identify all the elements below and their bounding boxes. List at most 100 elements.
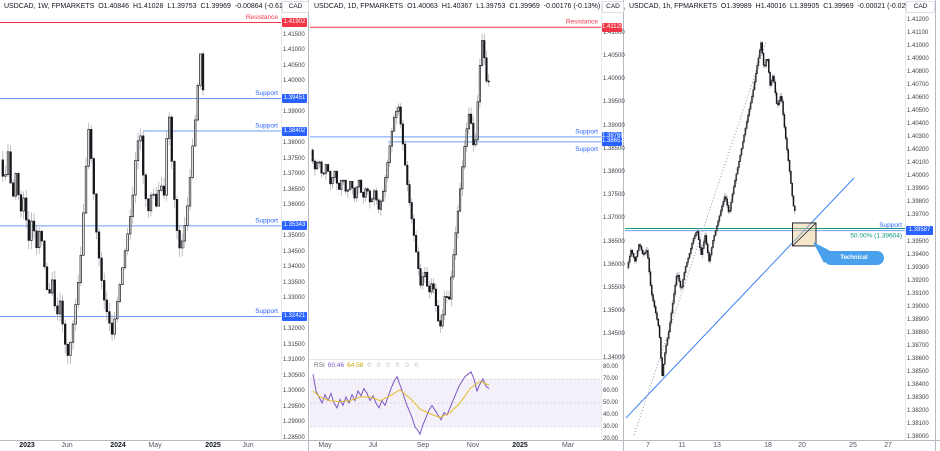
panel-separator	[935, 0, 936, 451]
price-level-badge[interactable]: 1.41902	[282, 18, 307, 28]
rsi-pane-separator[interactable]	[310, 359, 623, 360]
high-value: H1.40367	[441, 3, 473, 10]
price-level-badge[interactable]: 1.38766	[602, 132, 624, 142]
rsi-hidden-values: 0 0 0 0 0 0	[367, 362, 421, 369]
rsi-ma-value: 64.58	[347, 362, 364, 369]
axis-currency-label: CAD	[906, 1, 935, 13]
axis-currency-label: CAD	[282, 1, 309, 13]
axis-tick: 1.40000	[283, 78, 305, 84]
support-label: Support	[575, 128, 598, 135]
support-label: Support	[575, 146, 598, 153]
rsi-axis-tick: 80.00	[603, 363, 619, 370]
time-axis-label: 25	[849, 442, 857, 449]
axis-tick: 1.34000	[283, 264, 305, 270]
open-value: O1.40846	[98, 3, 129, 10]
rsi-axis-tick: 30.00	[603, 423, 619, 430]
time-axis-label: 27	[884, 442, 892, 449]
axis-tick: 1.35000	[603, 308, 625, 315]
panel-separator[interactable]	[623, 0, 624, 451]
panel-separator[interactable]	[308, 0, 309, 451]
time-axis-label: 20	[798, 442, 806, 449]
technical-confluence-callout[interactable]: Technical confluence	[824, 251, 884, 275]
axis-tick: 1.38000	[283, 140, 305, 146]
legend-daily[interactable]: USDCAD, 1D, FPMARKETS O1.40063 H1.40367 L1.…	[314, 3, 604, 10]
time-axis-label: Jun	[61, 442, 73, 449]
axis-tick: 1.29500	[283, 403, 305, 410]
support-label: Support	[255, 123, 278, 130]
change-value: -0.00021 (-0.02%)	[857, 3, 915, 10]
rsi-axis-tick: 60.00	[603, 387, 619, 394]
axis-tick: 1.39300	[907, 264, 929, 271]
low-value: L1.39753	[476, 3, 506, 10]
legend-hourly[interactable]: USDCAD, 1h, FPMARKETS O1.39989 H1.40016 L1.…	[629, 3, 918, 10]
axis-separator	[281, 0, 282, 440]
axis-tick: 1.33000	[283, 295, 305, 301]
axis-tick: 1.40500	[907, 107, 929, 114]
bar-series-hourly	[627, 40, 796, 380]
high-value: H1.40016	[755, 3, 787, 10]
open-value: O1.39989	[720, 3, 752, 10]
time-axis-label: 2024	[110, 442, 126, 449]
axis-tick: 1.41200	[907, 16, 929, 23]
rsi-legend[interactable]: RSI 60.46 64.58 0 0 0 0 0 0	[314, 362, 420, 369]
axis-tick: 1.38800	[907, 329, 929, 336]
time-axis-label: Jul	[368, 442, 378, 449]
bar-series-daily	[311, 33, 490, 333]
close-value: C1.39969	[200, 3, 231, 10]
price-level-badge[interactable]: 1.32421	[282, 311, 307, 321]
axis-tick: 1.37500	[283, 155, 305, 162]
time-axis-separator	[0, 440, 940, 441]
axis-tick: 1.38600	[907, 356, 929, 363]
rsi-line	[312, 370, 490, 436]
axis-tick: 1.34500	[283, 248, 305, 255]
symbol-title[interactable]: USDCAD, 1W, FPMARKETS	[4, 3, 95, 10]
symbol-title[interactable]: USDCAD, 1D, FPMARKETS	[314, 3, 404, 10]
time-axis-label: 2025	[512, 442, 528, 449]
price-level-badge[interactable]: 1.41129	[602, 22, 624, 32]
close-value: C1.39969	[509, 3, 540, 10]
price-level-badge[interactable]: 1.38402	[282, 126, 307, 136]
axis-tick: 1.41000	[907, 42, 929, 49]
resistance-label: Resistance	[566, 19, 599, 26]
time-axis-label: Sep	[416, 442, 430, 449]
axis-tick: 1.31500	[283, 341, 305, 348]
axis-tick: 1.31000	[283, 357, 305, 363]
rsi-axis-tick: 40.00	[603, 411, 619, 418]
legend-weekly[interactable]: USDCAD, 1W, FPMARKETS O1.40846 H1.41028 L1.…	[4, 3, 295, 10]
axis-tick: 1.36500	[603, 238, 625, 245]
support-label: Support	[879, 222, 902, 229]
axis-tick: 1.29000	[283, 419, 305, 425]
axis-tick: 1.40900	[907, 55, 929, 62]
rsi-based-ma-line	[312, 380, 490, 418]
axis-tick: 1.40000	[603, 76, 625, 83]
axis-tick: 1.39700	[907, 212, 929, 219]
support-label: Support	[255, 217, 278, 224]
axis-tick: 1.40600	[907, 94, 929, 101]
axis-tick: 1.39000	[907, 303, 929, 310]
axis-tick: 1.41100	[907, 29, 929, 36]
axis-tick: 1.39100	[907, 290, 929, 297]
ascending-trendline[interactable]	[625, 177, 855, 419]
fib-label: 50.00% (1.39604)	[850, 232, 902, 239]
rsi-axis-tick: 20.00	[603, 435, 619, 442]
price-level-badge[interactable]: 1.39587	[906, 226, 933, 236]
price-level-badge[interactable]: 1.39451	[282, 94, 307, 104]
axis-tick: 1.35000	[283, 233, 305, 239]
axis-tick: 1.38200	[907, 408, 929, 415]
low-value: L1.39753	[167, 3, 197, 10]
axis-tick: 1.39000	[603, 122, 625, 129]
axis-tick: 1.41000	[283, 47, 305, 53]
axis-tick: 1.38900	[907, 316, 929, 323]
time-axis-label: 11	[678, 442, 686, 449]
axis-tick: 1.36000	[603, 261, 625, 268]
axis-tick: 1.38000	[603, 168, 625, 175]
price-level-badge[interactable]: 1.38657	[602, 137, 624, 147]
support-label: Support	[255, 308, 278, 315]
price-level-badge[interactable]: 1.35343	[282, 221, 307, 231]
axis-tick: 1.37000	[603, 215, 625, 222]
axis-tick: 1.40700	[907, 81, 929, 88]
high-value: H1.41028	[132, 3, 164, 10]
symbol-title[interactable]: USDCAD, 1h, FPMARKETS	[629, 3, 717, 10]
close-value: C1.39969	[823, 3, 854, 10]
axis-tick: 1.36000	[283, 202, 305, 208]
